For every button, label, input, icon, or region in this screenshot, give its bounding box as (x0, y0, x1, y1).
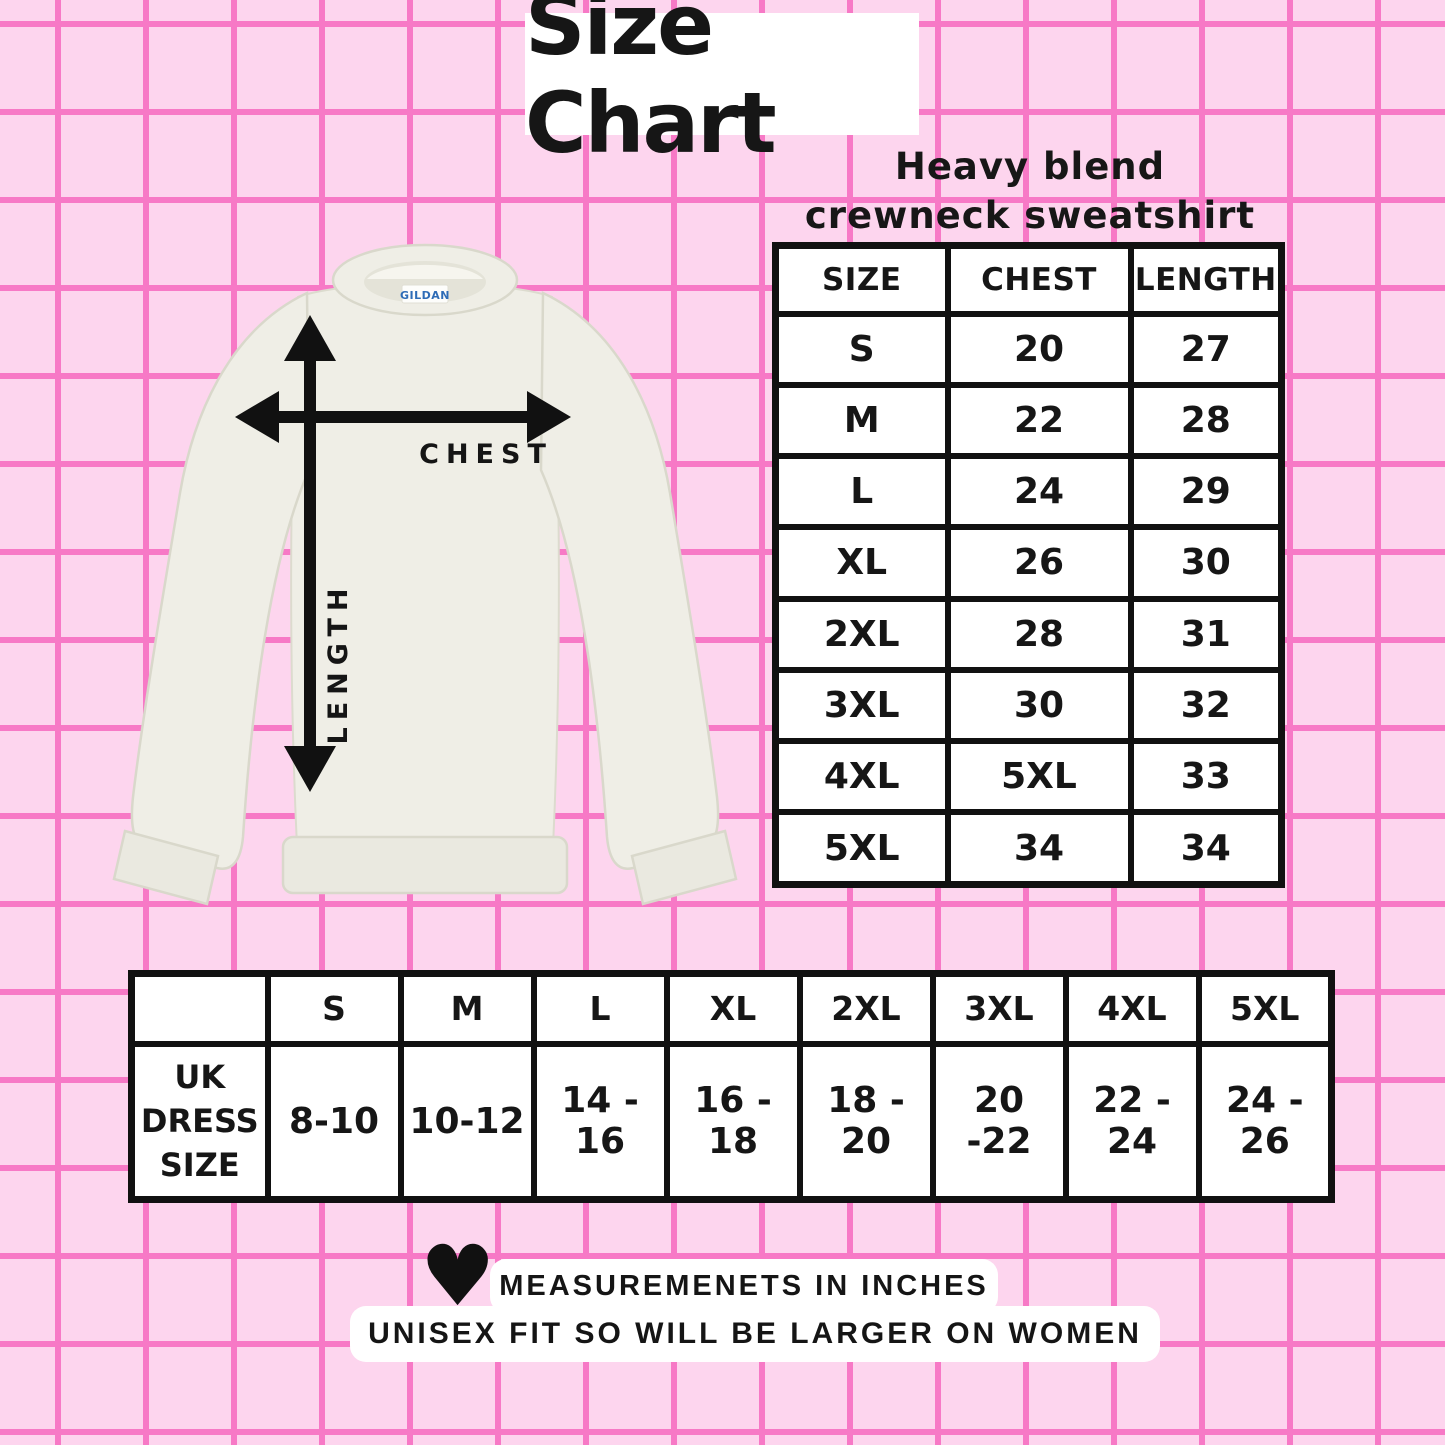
table-cell: 34 (944, 809, 1134, 888)
table-cell: 28 (1127, 381, 1285, 460)
brand-tag (401, 284, 449, 304)
table-cell: 5XL (944, 738, 1134, 816)
table-cell: 31 (1127, 595, 1285, 673)
table-header-cell: 4XL (1062, 970, 1202, 1047)
table-header-row: SIZE CHEST LENGTH (772, 242, 1285, 317)
table-cell: 20 (944, 310, 1134, 388)
table-cell: L (772, 453, 951, 531)
footer-note-fit-text: UNISEX FIT SO WILL BE LARGER ON WOMEN (368, 1317, 1142, 1350)
table-cell: 20 -22 (929, 1040, 1069, 1203)
table-header-cell: M (397, 970, 537, 1047)
uk-dress-size-table: S M L XL 2XL 3XL 4XL 5XL UK DRESS SIZE 8… (128, 970, 1335, 1203)
footer-note-fit: UNISEX FIT SO WILL BE LARGER ON WOMEN (350, 1306, 1160, 1362)
sweatshirt-body (290, 282, 560, 848)
row-label-cell: UK DRESS SIZE (128, 1040, 271, 1203)
table-cell: 30 (944, 666, 1134, 745)
sweatshirt-waistband (281, 835, 569, 895)
table-row: 5XL 34 34 (772, 809, 1285, 888)
table-header-cell: 2XL (796, 970, 936, 1047)
table-cell: 32 (1127, 666, 1285, 745)
table-cell: 28 (944, 595, 1134, 673)
chest-label: CHEST (419, 439, 553, 470)
left-sleeve (112, 291, 311, 906)
subtitle-line-2: crewneck sweatshirt (804, 194, 1256, 237)
table-header-cell: XL (663, 970, 803, 1047)
table-cell: 18 - 20 (796, 1040, 936, 1203)
table-cell: 16 - 18 (663, 1040, 803, 1203)
table-cell: 10-12 (397, 1040, 537, 1203)
length-arrow (284, 315, 336, 792)
table-cell: 33 (1127, 738, 1285, 816)
sweatshirt-svg: GILDAN CHEST LENGTH (112, 243, 738, 906)
table-header-cell: S (264, 970, 404, 1047)
table-row: UK DRESS SIZE 8-10 10-12 14 - 16 16 - 18… (128, 1040, 1335, 1203)
table-cell: 22 (944, 381, 1134, 460)
table-header-row: S M L XL 2XL 3XL 4XL 5XL (128, 970, 1335, 1047)
table-row: 2XL 28 31 (772, 595, 1285, 673)
table-header-cell: L (530, 970, 670, 1047)
heart-icon: ♥ (420, 1227, 496, 1325)
table-cell: 8-10 (264, 1040, 404, 1203)
table-cell: 2XL (772, 595, 951, 673)
corner-cell (128, 970, 271, 1047)
length-label: LENGTH (323, 582, 354, 745)
table-row: 3XL 30 32 (772, 666, 1285, 745)
table-cell: 27 (1127, 310, 1285, 388)
right-sleeve (539, 291, 738, 906)
size-measurements-table: SIZE CHEST LENGTH S 20 27 M 22 28 L 24 2… (772, 242, 1285, 888)
table-cell: M (772, 381, 951, 460)
table-cell: 30 (1127, 524, 1285, 602)
subtitle-line-1: Heavy blend (894, 145, 1166, 188)
table-cell: 14 - 16 (530, 1040, 670, 1203)
page-title: Size Chart (525, 0, 777, 172)
table-cell: 3XL (772, 666, 951, 745)
footer-note-inches-text: MEASUREMENETS IN INCHES (499, 1269, 989, 1302)
table-cell: 26 (944, 524, 1134, 602)
table-header-cell: SIZE (772, 242, 951, 317)
table-row: M 22 28 (772, 381, 1285, 460)
table-cell: 5XL (772, 809, 951, 888)
table-header-cell: 5XL (1195, 970, 1335, 1047)
footer-note-inches: MEASUREMENETS IN INCHES (490, 1259, 998, 1313)
table-cell: 34 (1127, 809, 1285, 888)
table-header-cell: LENGTH (1127, 242, 1285, 317)
table-row: XL 26 30 (772, 524, 1285, 602)
table-row: L 24 29 (772, 453, 1285, 531)
table-cell: S (772, 310, 951, 388)
table-cell: 4XL (772, 738, 951, 816)
table-row: 4XL 5XL 33 (772, 738, 1285, 816)
sweatshirt-illustration: GILDAN CHEST LENGTH (85, 235, 765, 915)
table-row: S 20 27 (772, 310, 1285, 388)
brand-tag-label: GILDAN (400, 289, 450, 302)
table-cell: XL (772, 524, 951, 602)
table-header-cell: CHEST (944, 242, 1134, 317)
table-cell: 29 (1127, 453, 1285, 531)
title-banner: Size Chart (525, 0, 919, 172)
table-cell: 24 (944, 453, 1134, 531)
product-subtitle: Heavy blend crewneck sweatshirt (800, 142, 1260, 240)
table-cell: 22 - 24 (1062, 1040, 1202, 1203)
table-header-cell: 3XL (929, 970, 1069, 1047)
table-cell: 24 - 26 (1195, 1040, 1335, 1203)
